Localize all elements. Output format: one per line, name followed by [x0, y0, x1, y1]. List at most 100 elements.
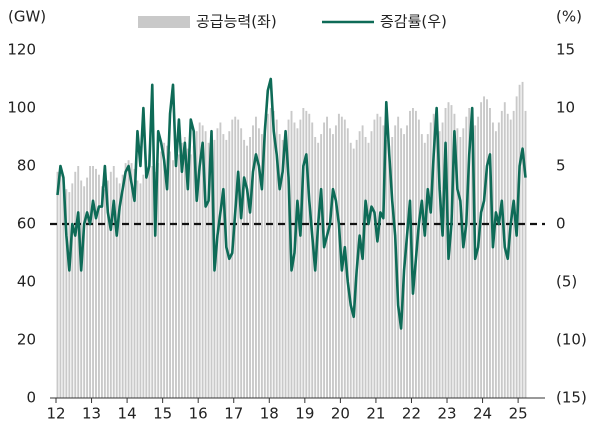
bar — [320, 134, 323, 398]
bar — [305, 110, 308, 399]
bar — [468, 108, 471, 398]
bar — [521, 81, 524, 399]
bar — [207, 142, 210, 398]
bar — [240, 128, 243, 399]
x-tick-label: 23 — [437, 405, 456, 423]
bar — [497, 122, 500, 398]
bar — [284, 131, 287, 398]
bar — [367, 142, 370, 398]
bar — [154, 171, 157, 398]
x-tick-label: 21 — [366, 405, 385, 423]
bar — [163, 142, 166, 398]
bar — [237, 119, 240, 398]
bar — [323, 122, 326, 398]
bar — [509, 119, 512, 398]
x-tick-label: 19 — [295, 405, 314, 423]
bar — [100, 186, 103, 398]
bar — [349, 142, 352, 398]
bar — [257, 128, 260, 399]
bar — [186, 148, 189, 398]
bar — [74, 171, 77, 398]
bar — [346, 128, 349, 399]
bar — [89, 166, 92, 398]
bar — [198, 122, 201, 398]
bar — [56, 171, 59, 398]
bar — [62, 180, 65, 398]
bar — [500, 110, 503, 399]
bar — [169, 151, 171, 398]
bar — [98, 174, 100, 398]
bar — [136, 180, 139, 398]
bar — [382, 125, 385, 399]
bar — [59, 174, 62, 398]
x-tick-label: 13 — [82, 405, 101, 423]
bar — [406, 125, 408, 399]
bar — [225, 139, 228, 398]
x-tick-label: 24 — [473, 405, 492, 423]
bar — [124, 163, 127, 398]
bar — [450, 105, 453, 398]
bar — [192, 145, 195, 398]
bar — [201, 125, 204, 399]
x-tick-label: 22 — [402, 405, 421, 423]
bar — [308, 113, 311, 399]
bar — [441, 122, 444, 398]
bar — [515, 96, 518, 399]
bar — [86, 177, 89, 398]
bar — [352, 148, 355, 398]
x-tick-label: 18 — [260, 405, 279, 423]
bar — [358, 131, 361, 398]
bar — [252, 125, 254, 399]
bar — [334, 125, 337, 399]
bar — [180, 142, 183, 398]
bar — [420, 134, 423, 398]
bar — [486, 99, 488, 399]
bar — [272, 110, 275, 399]
bar — [95, 168, 97, 398]
bar — [160, 151, 163, 398]
bar — [518, 84, 521, 399]
bar — [112, 166, 115, 398]
y2-tick-label: 0 — [556, 215, 566, 233]
bar — [145, 160, 148, 398]
bar — [189, 154, 192, 398]
bar — [364, 137, 367, 398]
bar — [275, 119, 278, 398]
bar — [92, 166, 94, 398]
bar — [400, 128, 403, 399]
x-tick-label: 16 — [189, 405, 208, 423]
y-axis-label: (GW) — [8, 8, 46, 26]
bar — [246, 145, 249, 398]
y2-axis-label: (%) — [556, 8, 582, 26]
bar — [216, 128, 219, 399]
bar — [361, 125, 364, 399]
bar — [471, 119, 474, 398]
legend-swatch — [138, 16, 190, 28]
bar — [432, 113, 435, 399]
bar — [115, 177, 118, 398]
y2-tick-label: 15 — [556, 41, 575, 59]
bar — [68, 192, 71, 398]
bar — [151, 166, 154, 398]
bar — [474, 125, 477, 399]
bar — [491, 122, 494, 398]
bar — [435, 125, 438, 399]
bar — [109, 171, 112, 398]
bar — [385, 139, 388, 398]
bar — [397, 116, 400, 398]
legend-label: 증감률(우) — [380, 13, 447, 31]
bar — [77, 166, 80, 398]
y-tick-label: 100 — [7, 99, 36, 117]
bar — [337, 113, 340, 399]
bar — [157, 163, 160, 398]
bar — [370, 131, 373, 398]
y-tick-label: 20 — [17, 331, 36, 349]
y2-tick-label: (15) — [556, 389, 587, 407]
y2-tick-label: 5 — [556, 157, 566, 175]
bar — [172, 160, 174, 398]
bar — [204, 131, 207, 398]
bar — [281, 139, 284, 398]
bar — [139, 183, 142, 398]
bar — [409, 110, 411, 399]
